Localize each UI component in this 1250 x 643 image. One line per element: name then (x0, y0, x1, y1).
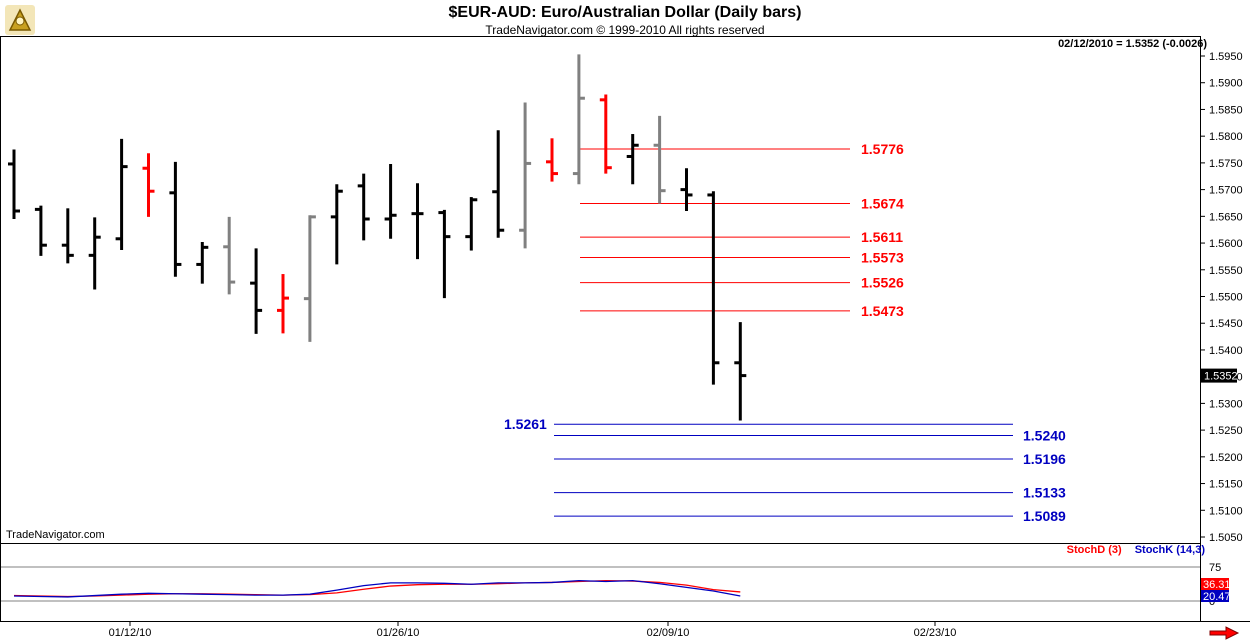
ohlc-bar (277, 274, 289, 334)
y-tick-label: 1.5200 (1209, 452, 1243, 464)
y-tick-label: 1.5050 (1209, 532, 1243, 544)
stoch-value-box (1201, 590, 1229, 602)
ohlc-bar (357, 173, 370, 241)
ohlc-bar (384, 163, 397, 239)
price-panel-frame (0, 36, 1201, 544)
ohlc-bar (169, 161, 182, 277)
ohlc-bar (8, 149, 20, 220)
y-tick-label: 1.5750 (1209, 158, 1243, 170)
stoch-value-box (1201, 578, 1229, 590)
y-tick-label: 1.5300 (1209, 398, 1243, 410)
ohlc-bar (411, 183, 424, 260)
price-readout: 02/12/2010 = 1.5352 (-0.0026) (1058, 38, 1207, 50)
y-tick-label: 1.5650 (1209, 211, 1243, 223)
y-tick-label: 1.5900 (1209, 78, 1243, 90)
ohlc-bar (303, 215, 316, 342)
y-tick-label: 1.5400 (1209, 345, 1243, 357)
y-tick-label: 1.5800 (1209, 131, 1243, 143)
ohlc-bar (519, 102, 532, 249)
legend-stoch-k: StochK (14,3) (1134, 544, 1205, 556)
y-tick-label: 1.5450 (1209, 318, 1243, 330)
resistance-label: 1.5611 (861, 229, 903, 245)
y-tick-label: 1.5600 (1209, 238, 1243, 250)
ohlc-bar (734, 322, 747, 421)
ohlc-bar (88, 217, 101, 290)
resistance-label: 1.5526 (861, 275, 904, 291)
ohlc-bar (572, 54, 585, 185)
support-label: 1.5196 (1023, 451, 1066, 467)
ohlc-bar (707, 191, 720, 385)
chart-subtitle: TradeNavigator.com © 1999-2010 All right… (485, 23, 765, 37)
ohlc-bar (250, 248, 263, 334)
y-tick-label: 1.5700 (1209, 185, 1243, 197)
stoch-y-tick-label: 75 (1209, 562, 1221, 574)
y-tick-label: 1.5150 (1209, 479, 1243, 491)
ohlc-bar (115, 138, 128, 251)
x-tick-label: 02/09/10 (647, 627, 690, 639)
support-label: 1.5240 (1023, 427, 1066, 443)
y-tick-label: 1.5550 (1209, 265, 1243, 277)
ohlc-bar (626, 134, 639, 185)
resistance-label: 1.5674 (861, 196, 904, 212)
ohlc-bar (492, 130, 505, 238)
last-price-box (1201, 368, 1237, 383)
ohlc-bar (465, 197, 478, 251)
ohlc-bar (546, 138, 558, 182)
y-tick-label: 1.5250 (1209, 425, 1243, 437)
ohlc-bar (61, 208, 74, 264)
ohlc-bar (438, 209, 451, 299)
support-label: 1.5261 (504, 416, 547, 432)
scroll-right-arrow-icon[interactable] (1208, 626, 1240, 640)
date-axis: 01/12/10 01/26/10 02/09/10 02/23/10 (109, 621, 957, 639)
ohlc-bar (330, 184, 343, 265)
indicator-panel-frame (0, 543, 1201, 622)
stoch-value-label: 20.47 (1203, 591, 1231, 603)
resistance-label: 1.5473 (861, 303, 904, 319)
resistance-label: 1.5573 (861, 249, 904, 265)
ohlc-bar (223, 216, 236, 295)
ohlc-bar (599, 94, 612, 174)
trade-navigator-logo-icon (5, 5, 35, 35)
y-tick-label: 1.5950 (1209, 51, 1243, 63)
ohlc-bar (196, 241, 209, 284)
ohlc-bar (142, 153, 155, 217)
stoch-value-label: 36.31 (1203, 579, 1231, 591)
last-price-label: 1.5352 (1204, 371, 1238, 383)
x-tick-label: 02/23/10 (914, 627, 957, 639)
y-tick-label: 1.5850 (1209, 104, 1243, 116)
support-label: 1.5133 (1023, 485, 1066, 501)
price-bars (8, 54, 747, 421)
x-tick-label: 01/26/10 (377, 627, 420, 639)
x-tick-label: 01/12/10 (109, 627, 152, 639)
support-label: 1.5089 (1023, 508, 1066, 524)
y-tick-label: 1.5500 (1209, 292, 1243, 304)
chart-title: $EUR-AUD: Euro/Australian Dollar (Daily … (448, 4, 802, 21)
level-lines: 1.5776 1.5674 1.5611 1.5573 1.5526 1.5473 1.52… (504, 141, 1066, 524)
legend-stoch-d: StochD (3) (1066, 544, 1122, 556)
ohlc-bar (653, 115, 666, 204)
y-tick-label: 1.5100 (1209, 505, 1243, 517)
price-y-axis: 1.5950 1.5900 1.5850 1.5800 1.5750 1.5700 1.56… (1200, 51, 1243, 544)
stoch-line (13, 579, 741, 598)
resistance-label: 1.5776 (861, 141, 904, 157)
ohlc-bar (34, 205, 47, 256)
ohlc-bar (680, 168, 693, 211)
watermark: TradeNavigator.com (6, 529, 105, 541)
stochastic-legend: StochD (3) StochK (14,3) (1057, 544, 1205, 556)
